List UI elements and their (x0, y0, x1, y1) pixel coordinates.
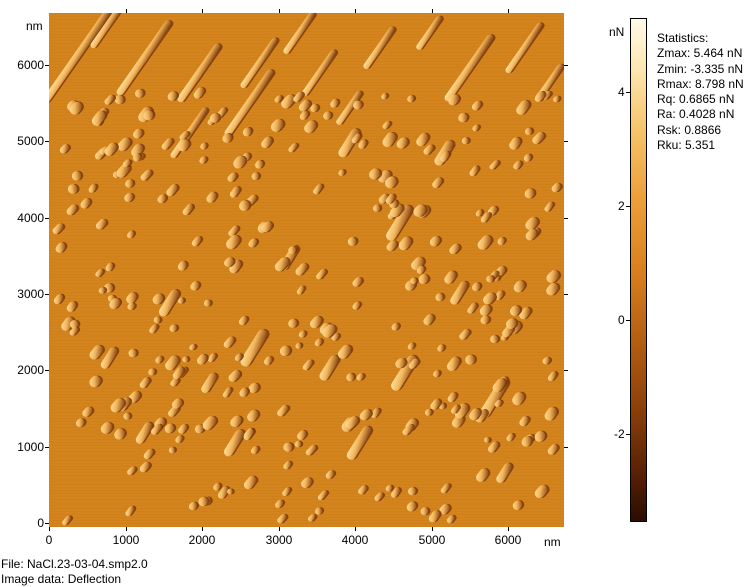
y-tick-mark-right (564, 370, 568, 371)
y-tick-mark-right (564, 218, 568, 219)
y-tick-label: 6000 (17, 58, 44, 72)
x-tick-mark-top (202, 9, 203, 13)
y-tick-mark (45, 65, 49, 66)
x-tick-label: 1000 (112, 533, 140, 547)
colorbar-tick-mark (626, 434, 630, 435)
colorbar-tick-mark (626, 320, 630, 321)
colorbar-tick-label: 2 (618, 199, 625, 213)
y-tick-mark-right (564, 65, 568, 66)
x-tick-mark (355, 527, 356, 531)
y-tick-label: 4000 (17, 211, 44, 225)
stat-zmin: Zmin: -3.335 nN (657, 61, 744, 76)
y-tick-mark (45, 141, 49, 142)
colorbar-tick-mark (626, 92, 630, 93)
x-tick-mark (432, 527, 433, 531)
x-tick-mark (508, 527, 509, 531)
y-tick-mark-right (564, 141, 568, 142)
colorbar-tick-label: -2 (614, 427, 625, 441)
x-tick-label: 3000 (265, 533, 293, 547)
y-tick-mark (45, 370, 49, 371)
afm-deflection-image (49, 13, 564, 527)
x-axis-unit: nm (544, 535, 561, 549)
y-tick-mark-right (564, 447, 568, 448)
y-tick-mark (45, 218, 49, 219)
x-tick-mark-top (508, 9, 509, 13)
y-tick-mark (45, 447, 49, 448)
colorbar-unit: nN (609, 25, 625, 39)
x-tick-label: 4000 (341, 533, 369, 547)
x-tick-mark-top (432, 9, 433, 13)
y-tick-label: 3000 (17, 287, 44, 301)
x-tick-mark (49, 527, 50, 531)
x-tick-label: 0 (45, 533, 53, 547)
x-tick-label: 6000 (494, 533, 522, 547)
colorbar-tick-label: 4 (618, 85, 625, 99)
y-tick-mark (45, 523, 49, 524)
x-tick-mark (126, 527, 127, 531)
x-tick-label: 2000 (188, 533, 216, 547)
x-tick-mark-top (279, 9, 280, 13)
y-axis-unit: nm (26, 19, 43, 33)
y-tick-label: 5000 (17, 134, 44, 148)
statistics-panel: Statistics: Zmax: 5.464 nN Zmin: -3.335 … (657, 31, 744, 153)
stat-ra: Ra: 0.4028 nN (657, 107, 735, 122)
x-tick-mark-top (126, 9, 127, 13)
y-tick-label: 2000 (17, 363, 44, 377)
stat-rku: Rku: 5.351 (657, 138, 716, 153)
x-tick-label: 5000 (418, 533, 446, 547)
y-tick-label: 1000 (17, 440, 44, 454)
image-data-type: Image data: Deflection (1, 572, 122, 586)
file-name: File: NaCl.23-03-04.smp2.0 (1, 557, 148, 571)
stat-rsk: Rsk: 0.8866 (657, 122, 722, 137)
stat-rq: Rq: 0.6865 nN (657, 92, 735, 107)
x-tick-mark (279, 527, 280, 531)
y-tick-mark (45, 294, 49, 295)
x-tick-mark-top (355, 9, 356, 13)
y-tick-mark-right (564, 294, 568, 295)
stat-zmax: Zmax: 5.464 nN (657, 46, 743, 61)
statistics-title: Statistics: (657, 31, 709, 45)
stat-rmax: Rmax: 8.798 nN (657, 76, 744, 91)
y-tick-label: 0 (37, 516, 44, 530)
colorbar (630, 18, 647, 522)
colorbar-tick-mark (626, 206, 630, 207)
colorbar-tick-label: 0 (618, 313, 625, 327)
x-tick-mark (202, 527, 203, 531)
